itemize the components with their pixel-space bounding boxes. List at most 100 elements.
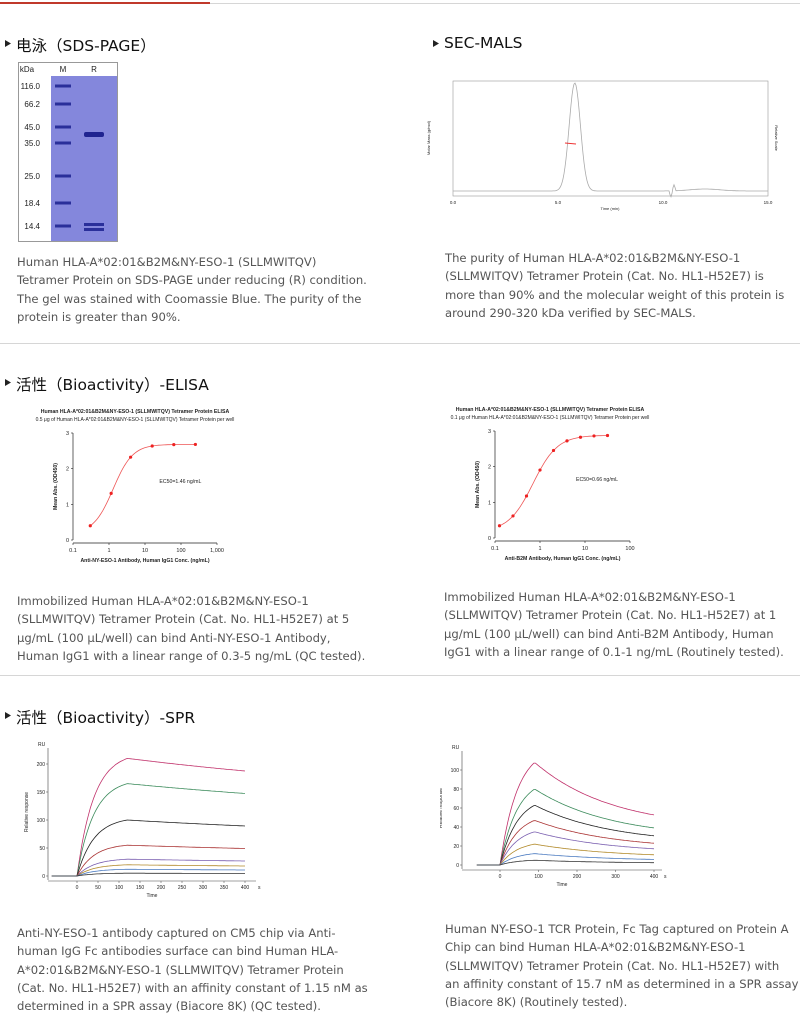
y-tick-label: 2: [66, 467, 69, 473]
y-tick-label: 100: [37, 818, 46, 824]
chart-title: Human HLA-A*02:01&B2M&NY-ESO-1 (SLLMWITQ…: [41, 409, 230, 415]
sensorgram: [476, 789, 655, 866]
section-rule: [0, 675, 800, 676]
caption-line: human IgG Fc antibodies surface can bind…: [17, 944, 339, 959]
point: [150, 444, 154, 448]
marker-band: [55, 84, 71, 88]
x-tick-label: 300: [199, 885, 208, 891]
sensorgram: [476, 859, 654, 866]
plot-frame: [452, 80, 769, 197]
sensorgram: [476, 762, 655, 866]
y-tick-label: 1: [488, 500, 491, 506]
x-tick-label: 100: [625, 546, 634, 552]
x-tick-label: 0: [76, 885, 79, 891]
chart-subtitle: 0.5 μg of Human HLA-A*02:01&B2M&NY-ESO-1…: [36, 417, 235, 423]
mass-trace: [564, 142, 577, 145]
caption-line: Human HLA-A*02:01&B2M&NY-ESO-1 (SLLMWITQ…: [17, 255, 317, 269]
point: [497, 524, 502, 528]
caption-line: (Biacore 8K) (Routinely tested).: [445, 995, 628, 1010]
y-tick-label: 0: [42, 874, 45, 880]
x-tick-label: 1,000: [210, 548, 224, 554]
elisa-chart: Human HLA-A*02:01&B2M&NY-ESO-1 (SLLMWITQ…: [36, 409, 235, 564]
y-tick-label: 80: [453, 787, 459, 793]
sensorgram: [476, 820, 655, 866]
x-tick-label: 250: [178, 885, 187, 891]
caption-line: Human IgG1 with a linear range of 0.3-5 …: [17, 648, 366, 663]
marker-band: [55, 201, 71, 205]
point: [551, 448, 556, 453]
section-rule: [0, 343, 800, 344]
x-tick-label: 10: [582, 546, 588, 552]
y-tick-label: 40: [453, 825, 459, 831]
caption-line: protein is greater than 90%.: [17, 309, 181, 324]
marker-label: 35.0: [24, 139, 40, 148]
y-tick-label: 3: [488, 429, 491, 435]
x-tick-label: 300: [611, 874, 620, 880]
x-tick-label: 10.0: [659, 200, 668, 205]
marker-band: [55, 141, 71, 145]
bullet: [5, 379, 11, 386]
trace: [453, 82, 768, 198]
y-tick-label: 150: [37, 790, 46, 796]
y-tick-label: 0: [66, 538, 69, 544]
caption-line: Immobilized Human HLA-A*02:01&B2M&NY-ESO…: [444, 590, 736, 604]
point: [511, 514, 515, 518]
point: [193, 442, 197, 447]
y-axis-label: Molar Mass (g/mol): [426, 120, 431, 155]
point: [172, 442, 176, 447]
x-tick-label: 0.1: [69, 548, 77, 554]
caption-line: Tetramer Protein on SDS-PAGE under reduc…: [17, 273, 367, 288]
caption-line: more than 90% and the molecular weight o…: [445, 287, 785, 302]
y-axis-label: Relative response: [440, 788, 444, 828]
y-tick-label: 100: [451, 768, 460, 774]
sample-band: [84, 223, 104, 226]
fit-curve: [90, 444, 195, 527]
caption-line: an affinity constant of 15.7 nM as deter…: [445, 976, 799, 991]
x-axis-label: Time: [147, 893, 158, 899]
point: [524, 494, 529, 498]
x-tick-label: 150: [136, 885, 145, 891]
heading: 电泳（SDS-PAGE）: [16, 37, 156, 55]
caption-line: A*02:01&B2M&NY-ESO-1 (SLLMWITQV) Tetrame…: [17, 962, 344, 977]
x-tick-label: 50: [95, 885, 101, 891]
y-tick-label: 60: [453, 806, 459, 812]
marker-band: [55, 224, 71, 228]
gel-lane-area: [51, 76, 117, 241]
gel-header: kDa: [20, 65, 35, 74]
x-tick-label: 0.1: [491, 546, 499, 552]
caption-line: determined in a SPR assay (Biacore 8K) (…: [17, 999, 321, 1014]
sensorgram: [476, 805, 655, 866]
y-tick-label: 0: [456, 863, 459, 869]
heading: SEC-MALS: [444, 34, 523, 52]
y-tick-label: 2: [488, 465, 491, 471]
x-tick-label: 400: [650, 874, 659, 880]
sensorgram: [51, 844, 245, 877]
sensorgram: [51, 819, 246, 877]
spr-chart: 0 20 40 60 80 100 0 100 200 300 400 RU Time s Relative…: [440, 745, 667, 888]
y-tick-label: 3: [66, 431, 69, 437]
bullet: [5, 712, 11, 719]
marker-label: 25.0: [24, 172, 40, 181]
y-tick-label: 200: [37, 762, 46, 768]
point: [109, 491, 113, 496]
marker-label: 18.4: [24, 199, 40, 208]
x-tick-label: 5.0: [555, 200, 562, 205]
x-tick-label: 400: [241, 885, 250, 891]
caption-line: (Cat. No. HL1-H52E7) with an affinity co…: [17, 980, 368, 995]
y-axis-label: Mean Abs. (OD450): [53, 463, 59, 510]
sensorgram: [51, 757, 246, 877]
y-tick-label: 50: [39, 846, 45, 852]
x-tick-label: 100: [115, 885, 124, 891]
x-axis-label: Time: [557, 882, 568, 888]
caption-line: around 290-320 kDa verified by SEC-MALS.: [445, 305, 696, 320]
caption-line: (SLLMWITQV) Tetramer Protein (Cat. No. H…: [444, 608, 777, 623]
point: [578, 435, 583, 439]
x-axis-label: Anti-B2M Antibody, Human IgG1 Conc. (ng/…: [505, 556, 621, 562]
bullet: [5, 40, 11, 47]
point: [605, 433, 610, 438]
sensorgram: [476, 843, 655, 866]
sample-band: [84, 228, 104, 231]
unit-label: RU: [38, 742, 46, 748]
gel-image: kDa M R 116.0 66.2 45.0 35.0 25.0 18.4 14.4: [18, 62, 118, 242]
x-tick-label: 350: [220, 885, 229, 891]
